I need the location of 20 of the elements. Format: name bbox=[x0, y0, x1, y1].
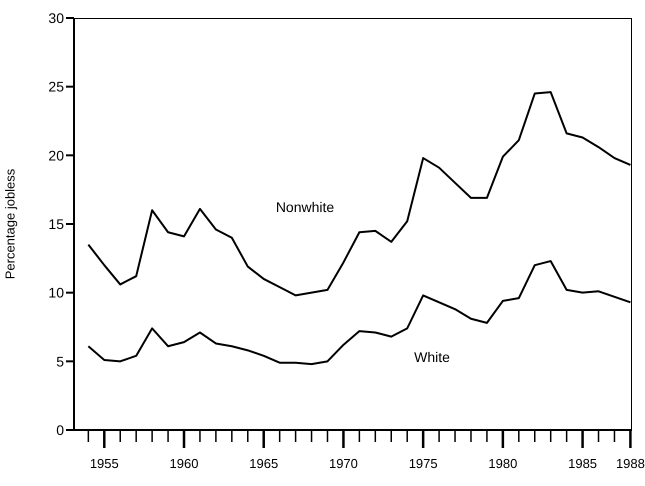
annotation: White bbox=[414, 349, 450, 365]
x-tick-label: 1955 bbox=[90, 456, 119, 471]
y-tick-label: 10 bbox=[48, 284, 64, 301]
annotation: Nonwhite bbox=[276, 199, 334, 215]
y-tick-label: 5 bbox=[56, 353, 64, 370]
x-tick-label: 1975 bbox=[408, 456, 438, 471]
y-tick-label: 25 bbox=[48, 78, 64, 95]
y-axis-title: Percentage jobless bbox=[2, 168, 18, 280]
x-tick-label: 1988 bbox=[616, 456, 645, 471]
y-tick-label: 30 bbox=[48, 10, 64, 26]
x-tick-label: 1960 bbox=[170, 456, 198, 471]
y-tick-label: 15 bbox=[48, 216, 64, 232]
y-tick-label: 0 bbox=[56, 422, 64, 438]
x-tick-label: 1970 bbox=[328, 456, 358, 471]
line-series bbox=[87, 91, 632, 296]
x-tick-label: 1985 bbox=[568, 456, 598, 471]
x-tick-label: 1965 bbox=[249, 456, 278, 471]
line-series bbox=[87, 260, 632, 366]
x-tick-label: 1980 bbox=[488, 456, 518, 471]
y-tick-label: 20 bbox=[48, 147, 64, 164]
